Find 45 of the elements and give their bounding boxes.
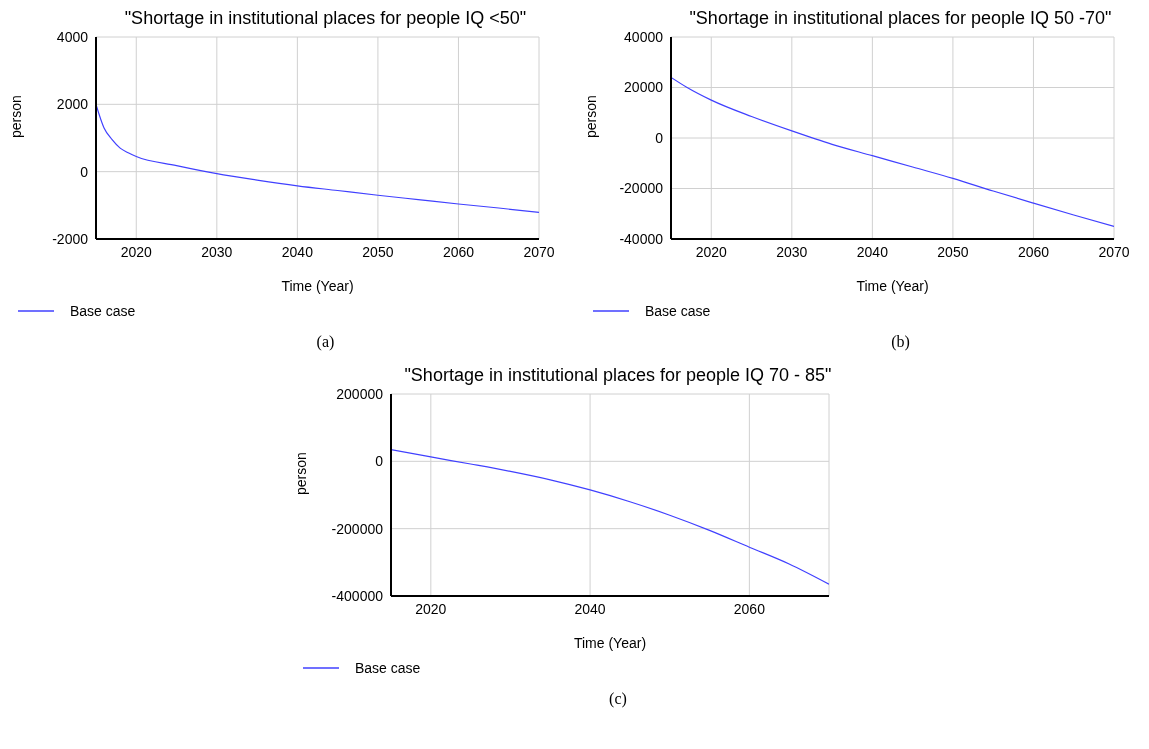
y-tick-label: 0: [375, 453, 384, 470]
y-tick-label: 2000: [56, 96, 89, 113]
y-tick-label: -400000: [331, 587, 384, 604]
y-tick-label: 200000: [336, 385, 384, 402]
x-axis-title: Time (Year): [281, 278, 354, 294]
y-axis-title: person: [292, 452, 309, 495]
y-axis-title: person: [582, 95, 599, 138]
x-tick-label: 2040: [574, 600, 606, 617]
legend-label: Base case: [70, 303, 136, 319]
y-tick-label: 0: [80, 163, 89, 180]
x-tick-label: 2070: [523, 243, 555, 260]
x-tick-label: 2050: [937, 243, 969, 260]
x-tick-label: 2020: [415, 600, 447, 617]
x-axis-title: Time (Year): [856, 278, 929, 294]
x-tick-label: 2020: [695, 243, 728, 260]
line-series: [671, 76, 1114, 227]
x-tick-label: 2070: [1098, 243, 1130, 260]
y-tick-label: -2000: [52, 230, 89, 247]
y-axis-title: person: [7, 95, 24, 138]
x-axis-title: Time (Year): [573, 635, 647, 651]
x-tick-label: 2060: [442, 243, 475, 260]
chart-title: "Shortage in institutional places for people IQ 70 - 85": [403, 365, 833, 386]
x-tick-label: 2040: [281, 243, 314, 260]
chart-title: "Shortage in institutional places for people IQ <50": [123, 8, 528, 29]
x-tick-label: 2040: [856, 243, 889, 260]
y-tick-label: 20000: [624, 79, 664, 96]
text: (c): [608, 690, 628, 708]
legend-label: Base case: [355, 660, 421, 676]
legend-label: Base case: [645, 303, 711, 319]
text: (b): [890, 333, 911, 351]
y-tick-label: -20000: [619, 180, 664, 197]
x-tick-label: 2060: [733, 600, 766, 617]
x-tick-label: 2020: [120, 243, 153, 260]
y-tick-label: 0: [655, 129, 664, 146]
y-tick-label: 40000: [624, 28, 664, 45]
y-tick-label: -200000: [331, 520, 384, 537]
text: (a): [315, 333, 336, 351]
y-tick-label: -40000: [619, 230, 664, 247]
line-series: [391, 448, 829, 585]
x-tick-label: 2050: [362, 243, 394, 260]
chart-title: "Shortage in institutional places for people IQ 50 -70": [688, 8, 1113, 29]
x-tick-label: 2030: [201, 243, 233, 260]
x-tick-label: 2060: [1017, 243, 1050, 260]
x-tick-label: 2030: [776, 243, 808, 260]
y-tick-label: 4000: [56, 28, 89, 45]
